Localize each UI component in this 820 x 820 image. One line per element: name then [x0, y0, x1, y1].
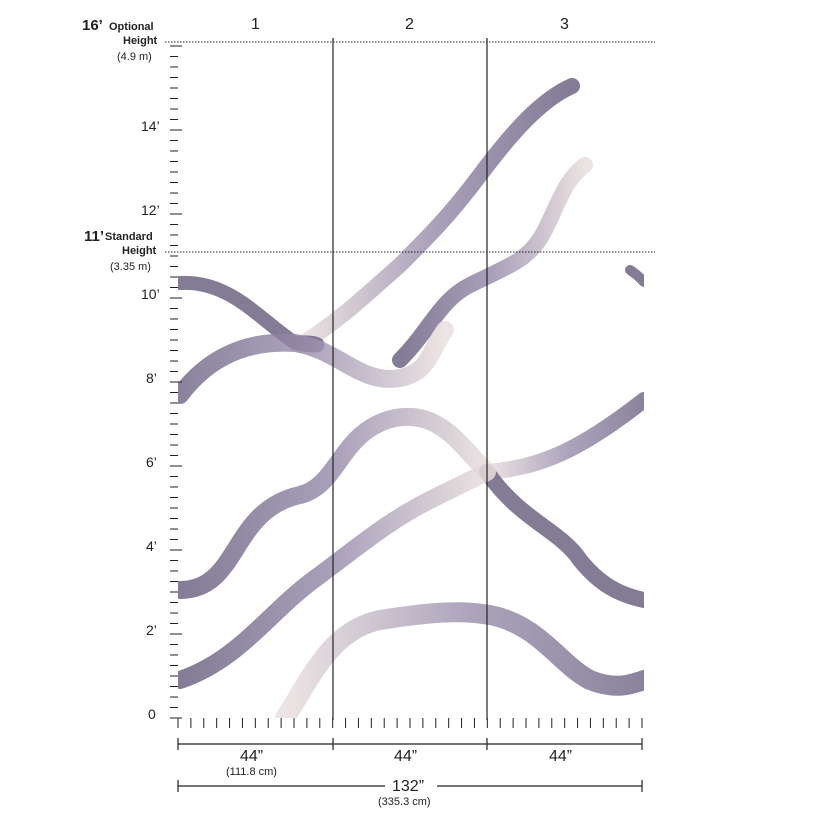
- brushstroke: [292, 78, 580, 353]
- y-tick-label: 4’: [146, 538, 157, 554]
- y-tick-label: 10’: [141, 286, 160, 302]
- y-tick-label: 2’: [146, 622, 157, 638]
- panel-width-dimension: [177, 738, 643, 750]
- optional-height-label2: Height: [123, 35, 158, 47]
- optional-height-value: 16’: [82, 17, 103, 34]
- panel-number: 2: [405, 16, 414, 33]
- brushstroke: [178, 463, 496, 689]
- panel-width-label: 44”: [394, 748, 418, 765]
- panel-number: 3: [560, 16, 569, 33]
- optional-height-label: Optional: [109, 21, 154, 33]
- standard-height-metric: (3.35 m): [110, 261, 151, 273]
- y-tick-label: 6’: [146, 454, 157, 470]
- y-tick-label: 8’: [146, 370, 157, 386]
- width-ruler: [177, 718, 643, 728]
- brushstroke: [275, 602, 644, 718]
- brushstroke: [178, 407, 496, 599]
- panel-width-label: 44”: [549, 748, 573, 765]
- total-width-label: 132”: [392, 778, 425, 795]
- standard-height-value: 11’: [84, 228, 105, 245]
- brushstroke: [178, 321, 454, 404]
- brushstroke: [625, 265, 644, 287]
- brushstroke: [479, 464, 644, 608]
- y-tick-label: 14’: [141, 118, 160, 134]
- standard-height-label: Standard: [105, 231, 153, 243]
- standard-height-label2: Height: [122, 245, 157, 257]
- brushstroke: [479, 392, 644, 480]
- panel-number: 1: [251, 16, 260, 33]
- y-tick-label: 0: [148, 706, 156, 722]
- optional-height-metric: (4.9 m): [117, 51, 152, 63]
- panel-width-label: 44”: [240, 748, 264, 765]
- total-width-metric: (335.3 cm): [378, 796, 431, 808]
- panel-width-metric: (111.8 cm): [226, 766, 277, 778]
- y-tick-label: 12’: [141, 202, 160, 218]
- total-width-dimension: [177, 780, 643, 792]
- brushstroke: [392, 157, 593, 368]
- brushstroke-layer: [178, 78, 644, 718]
- height-ruler: [170, 45, 182, 719]
